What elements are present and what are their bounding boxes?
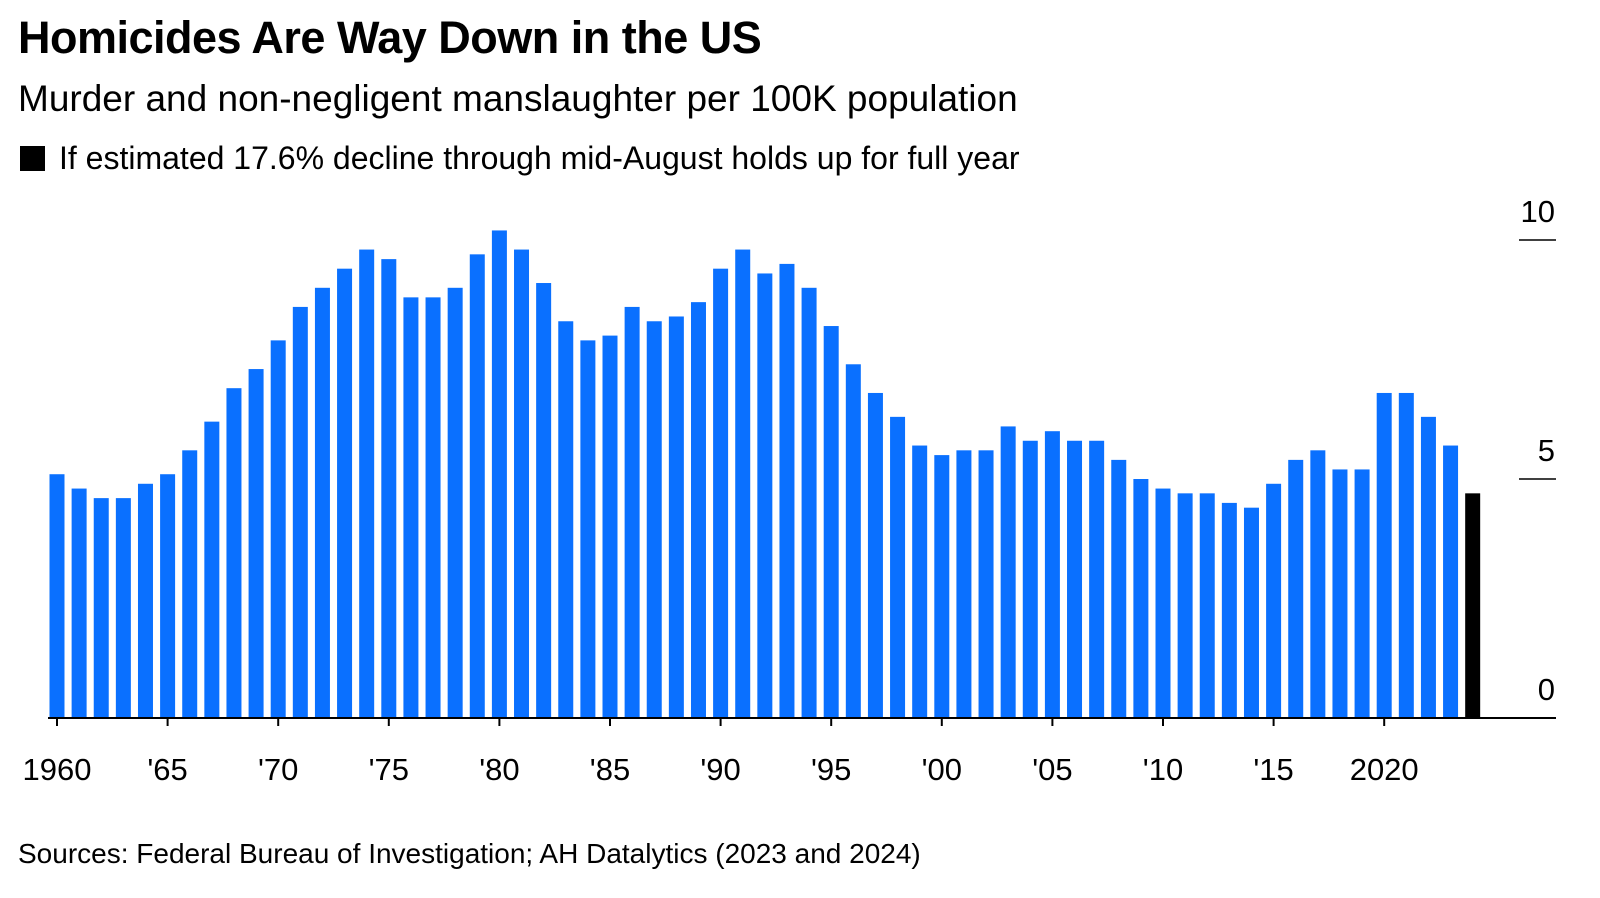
bar-2010 [1155,488,1171,718]
bar-1969 [248,369,264,718]
estimate-bar-2024 [1465,493,1481,718]
bar-1992 [757,273,773,718]
legend: If estimated 17.6% decline through mid-A… [20,140,1020,177]
bar-1978 [447,287,463,718]
bar-2018 [1332,469,1348,718]
bar-1968 [226,388,242,718]
x-tick-label: '95 [811,752,851,787]
bar-1993 [779,263,795,718]
bar-1971 [292,306,308,718]
bar-2009 [1133,479,1149,718]
legend-swatch [20,146,45,171]
bar-1987 [646,321,662,718]
bar-2016 [1288,459,1304,718]
chart-subtitle: Murder and non-negligent manslaughter pe… [18,78,1018,119]
bar-2017 [1310,450,1326,718]
bar-1988 [668,316,684,718]
bar-1970 [270,340,286,718]
x-tick-label: 1960 [23,752,92,787]
gridlines [1519,239,1556,480]
bar-2003 [1000,426,1016,718]
x-tick-label: '05 [1032,752,1072,787]
bar-2019 [1354,469,1370,718]
bar-1996 [845,364,861,718]
bar-1960 [49,474,65,718]
x-tick-label: '10 [1143,752,1183,787]
bar-1994 [801,287,817,718]
legend-label: If estimated 17.6% decline through mid-A… [59,140,1020,176]
bar-2015 [1266,483,1282,718]
bar-2022 [1420,416,1436,718]
bar-1975 [381,259,397,718]
bar-1998 [890,416,906,718]
x-tick-label: '00 [922,752,962,787]
bar-1966 [182,450,198,718]
bar-2008 [1111,459,1127,718]
y-tick-label: 5 [1538,433,1555,468]
bar-2001 [956,450,972,718]
bar-1967 [204,421,220,718]
bar-1981 [514,249,530,718]
bar-1999 [912,445,928,718]
bar-2012 [1199,493,1215,718]
bar-1995 [823,326,839,718]
source-note: Sources: Federal Bureau of Investigation… [18,838,921,869]
bar-2014 [1243,507,1259,718]
bar-1972 [314,287,330,718]
y-axis: 0 5 10 [1521,194,1555,707]
bars [49,230,1481,718]
bar-1961 [71,488,87,718]
bar-2020 [1376,392,1392,718]
bar-2013 [1221,502,1237,718]
bar-2011 [1177,493,1193,718]
bar-1980 [491,230,507,718]
bar-2004 [1022,440,1038,718]
chart-title: Homicides Are Way Down in the US [18,12,762,63]
bar-1985 [602,335,618,718]
y-tick-label: 0 [1538,672,1555,707]
bar-1984 [580,340,596,718]
bar-1986 [624,306,640,718]
bar-1976 [403,297,419,718]
bar-2007 [1089,440,1105,718]
x-tick-label: '85 [590,752,630,787]
bar-1973 [337,268,353,718]
bar-1990 [713,268,729,718]
bar-1974 [359,249,375,718]
x-tick-label: '80 [479,752,519,787]
bar-1989 [690,302,706,718]
bar-1964 [137,483,153,718]
bar-2006 [1067,440,1083,718]
bar-1977 [425,297,441,718]
bar-1982 [536,283,552,718]
bar-1963 [115,498,131,718]
bar-1979 [469,254,485,718]
x-axis: 1960 '65 '70 '75 '80 '85 '90 '95 '00 '05 '10 '15 202… [23,717,1556,787]
bar-2023 [1443,445,1459,718]
bar-1983 [558,321,574,718]
x-tick-label: '70 [258,752,298,787]
bar-1962 [93,498,109,718]
bar-2005 [1044,431,1060,718]
bar-2000 [934,455,950,718]
bar-2021 [1398,392,1414,718]
bar-1965 [160,474,176,718]
x-tick-label: '65 [147,752,187,787]
y-tick-label: 10 [1521,194,1555,229]
x-tick-label: '15 [1253,752,1293,787]
x-tick-label: 2020 [1350,752,1419,787]
bar-1997 [867,392,883,718]
x-tick-label: '90 [700,752,740,787]
bar-2002 [978,450,994,718]
bar-1991 [735,249,751,718]
x-tick-label: '75 [369,752,409,787]
